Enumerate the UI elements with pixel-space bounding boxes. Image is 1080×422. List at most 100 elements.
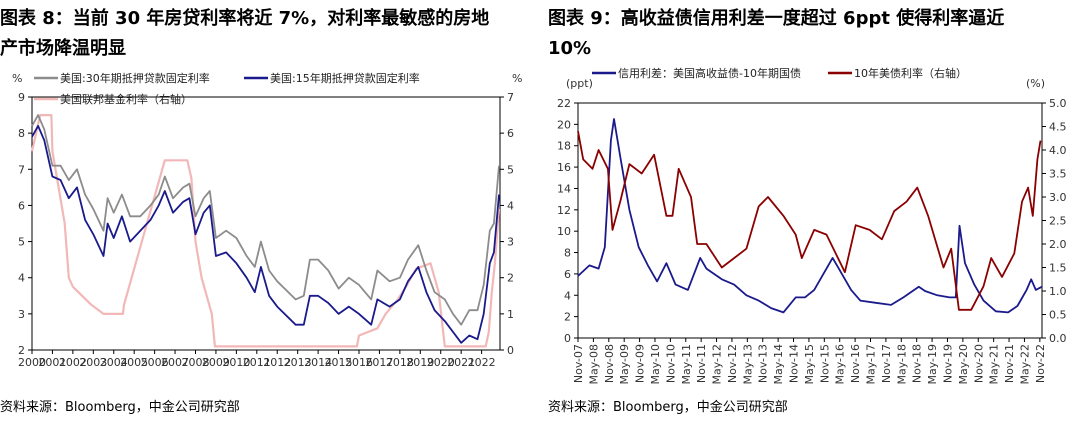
y-tick-label-right: 7 xyxy=(507,91,514,104)
x-tick-label: Nov-15 xyxy=(818,344,831,383)
y-tick-label-right: 3.5 xyxy=(1049,168,1067,181)
x-tick-label: 2021 xyxy=(447,356,475,369)
x-tick-label: May-11 xyxy=(680,344,693,385)
y-tick-label-left: 7 xyxy=(18,163,25,176)
y-tick-label-right: 3 xyxy=(507,236,514,249)
x-tick-label: Nov-18 xyxy=(911,344,924,383)
y-tick-label-left: 8 xyxy=(18,127,25,140)
x-tick-label: May-08 xyxy=(587,344,600,385)
y-tick-label-left: 8 xyxy=(564,247,571,260)
legend-label: 美国联邦基金利率（右轴） xyxy=(60,92,192,106)
x-tick-label: May-09 xyxy=(618,344,631,385)
x-tick-label: Nov-16 xyxy=(849,344,862,383)
chart-panel-right: 图表 9：高收益债信用利差一度超过 6ppt 使得利率逼近 10% 0 2 4 6 8 1… xyxy=(548,0,1080,422)
x-tick-label: 2013 xyxy=(284,356,312,369)
series-line-0 xyxy=(577,118,1043,314)
y-tick-label-right: 0 xyxy=(507,344,514,357)
chart-title-line1: 图表 8：当前 30 年房贷利率将近 7%，对利率最敏感的房地 xyxy=(0,8,490,29)
x-tick-label: Nov-07 xyxy=(572,344,585,383)
x-tick-label: May-14 xyxy=(772,344,785,385)
x-tick-label: 2015 xyxy=(325,356,353,369)
series-line-2 xyxy=(30,113,501,348)
y-axis-unit-left: % xyxy=(12,72,22,85)
x-tick-label: May-17 xyxy=(865,344,878,385)
y-tick-label-left: 10 xyxy=(557,225,571,238)
x-tick-label: 2019 xyxy=(406,356,434,369)
legend-label: 信用利差：美国高收益债-10年期国债 xyxy=(618,66,801,80)
chart-svg-right: 0 2 4 6 8 10 12 14 16 18 20 22 0.0 0.5 1.0 1.5 2.0 2.5 3.0… xyxy=(557,66,1067,385)
chart-title-line1: 图表 9：高收益债信用利差一度超过 6ppt 使得利率逼近 xyxy=(548,8,1005,29)
x-tick-label: Nov-08 xyxy=(603,344,616,383)
chart-source: 资料来源：Bloomberg，中金公司研究部 xyxy=(0,400,240,415)
series-line-1 xyxy=(577,131,1042,311)
y-tick-label-right: 3.0 xyxy=(1049,191,1067,204)
y-axis-unit-right: (%) xyxy=(1026,77,1045,90)
y-tick-label-right: 2.0 xyxy=(1049,238,1067,251)
legend-label: 美国:15年期抵押贷款固定利率 xyxy=(270,71,420,85)
x-tick-label: 2000 xyxy=(18,356,46,369)
x-tick-label: May-22 xyxy=(1018,344,1031,385)
x-tick-label: May-10 xyxy=(649,344,662,385)
chart-source: 资料来源：Bloomberg，中金公司研究部 xyxy=(548,400,788,415)
x-tick-label: 2011 xyxy=(243,356,271,369)
y-tick-label-left: 22 xyxy=(557,97,571,110)
x-tick-label: 2007 xyxy=(161,356,189,369)
y-tick-label-right: 6 xyxy=(507,127,514,140)
x-tick-label: Nov-17 xyxy=(880,344,893,383)
chart-title-line2: 产市场降温明显 xyxy=(0,38,126,59)
x-tick-label: May-13 xyxy=(741,344,754,385)
x-tick-label: May-19 xyxy=(926,344,939,385)
x-tick-label: Nov-20 xyxy=(972,344,985,383)
y-tick-label-left: 0 xyxy=(564,332,571,345)
y-tick-label-right: 2.5 xyxy=(1049,215,1067,228)
x-tick-label: 2005 xyxy=(120,356,148,369)
x-tick-label: 2010 xyxy=(222,356,250,369)
x-tick-label: Nov-10 xyxy=(664,344,677,383)
x-tick-label: Nov-19 xyxy=(941,344,954,383)
y-tick-label-left: 4 xyxy=(564,289,571,302)
y-tick-label-left: 6 xyxy=(18,199,25,212)
y-tick-label-left: 2 xyxy=(564,311,571,324)
x-tick-label: May-18 xyxy=(895,344,908,385)
y-tick-label-right: 1.0 xyxy=(1049,285,1067,298)
x-tick-label: 2004 xyxy=(100,356,128,369)
x-tick-label: May-20 xyxy=(957,344,970,385)
legend-label: 10年美债利率（右轴） xyxy=(854,66,967,80)
legend-label: 美国:30年期抵押贷款固定利率 xyxy=(60,71,210,85)
y-tick-label-right: 0.0 xyxy=(1049,332,1067,345)
y-tick-label-right: 2 xyxy=(507,272,514,285)
series-line-0 xyxy=(31,114,500,326)
x-tick-label: May-15 xyxy=(803,344,816,385)
y-tick-label-left: 5 xyxy=(18,236,25,249)
y-axis-unit-left: (ppt) xyxy=(566,77,593,90)
y-tick-label-left: 9 xyxy=(18,91,25,104)
y-tick-label-left: 18 xyxy=(557,140,571,153)
x-tick-label: May-16 xyxy=(834,344,847,385)
x-tick-label: 2016 xyxy=(345,356,373,369)
x-tick-label: 2008 xyxy=(181,356,209,369)
y-tick-label-left: 20 xyxy=(557,118,571,131)
y-tick-label-left: 2 xyxy=(18,344,25,357)
y-tick-label-right: 0.5 xyxy=(1049,309,1067,322)
y-tick-label-left: 16 xyxy=(557,161,571,174)
x-tick-label: Nov-12 xyxy=(726,344,739,383)
x-tick-label: Nov-09 xyxy=(634,344,647,383)
x-tick-label: Nov-22 xyxy=(1034,344,1047,383)
y-tick-label-right: 4.5 xyxy=(1049,121,1067,134)
x-tick-label: 2014 xyxy=(304,356,332,369)
series-line-1 xyxy=(31,125,500,344)
y-tick-label-right: 5.0 xyxy=(1049,97,1067,110)
plot-frame xyxy=(31,96,501,351)
x-tick-label: 2012 xyxy=(263,356,291,369)
x-tick-label: 2009 xyxy=(202,356,230,369)
x-tick-label: 2020 xyxy=(427,356,455,369)
y-tick-label-right: 4 xyxy=(507,199,514,212)
x-tick-label: 2002 xyxy=(59,356,87,369)
x-tick-label: 2006 xyxy=(141,356,169,369)
y-tick-label-right: 1 xyxy=(507,308,514,321)
x-tick-label: 2017 xyxy=(365,356,393,369)
x-tick-label: 2003 xyxy=(79,356,107,369)
y-axis-unit-right: % xyxy=(512,72,522,85)
y-tick-label-left: 3 xyxy=(18,308,25,321)
